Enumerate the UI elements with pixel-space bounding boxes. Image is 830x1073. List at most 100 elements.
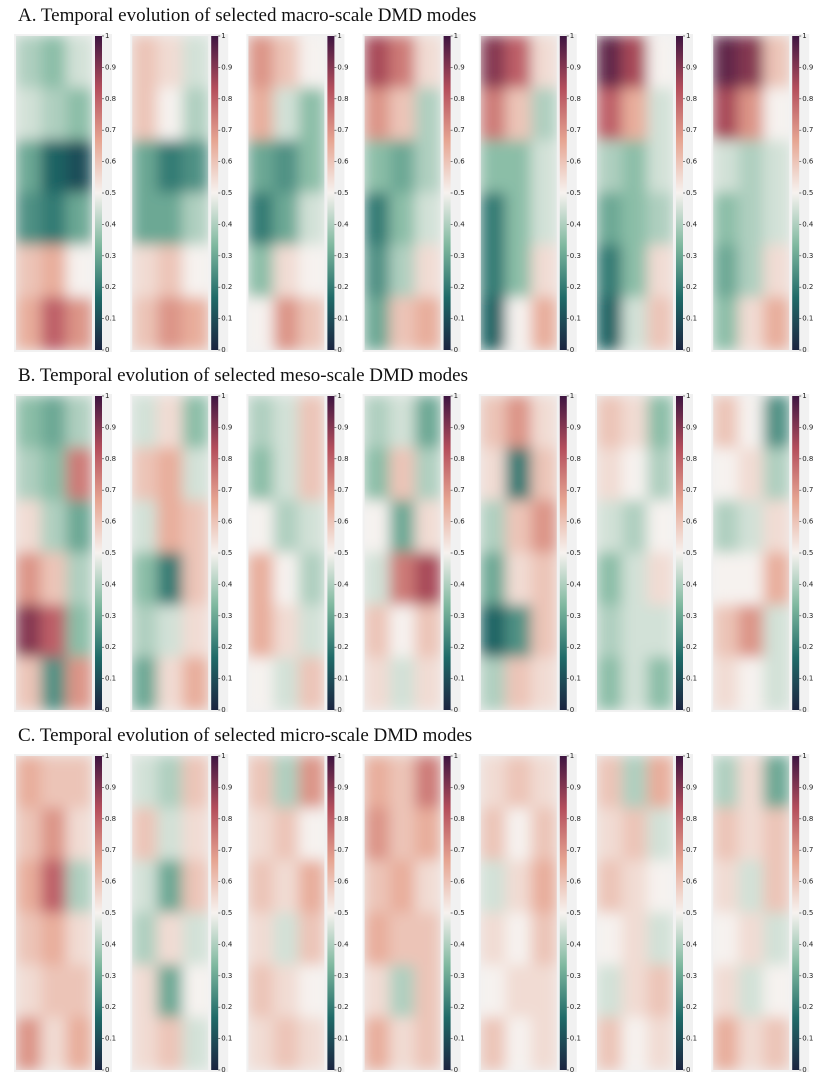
heatmap-cell — [763, 807, 790, 862]
colorbar-tick-label: 0.1 — [105, 675, 116, 683]
colorbar-tick-label: 0.2 — [105, 1003, 116, 1011]
colorbar-tick-label: 0.7 — [570, 486, 581, 494]
heatmap-cell — [505, 36, 532, 89]
colorbar-tick-label: 0 — [454, 1066, 458, 1073]
heatmap-cell — [248, 964, 275, 1019]
colorbar-tick-label: 0 — [221, 1066, 225, 1073]
heatmap-cell — [157, 912, 184, 966]
heatmap-cell — [621, 657, 649, 710]
heatmap-cell — [16, 192, 42, 246]
heatmap-cell — [505, 396, 532, 449]
colorbar-tick-label: 0.1 — [802, 1035, 813, 1043]
heatmap-cell — [505, 807, 532, 862]
heatmap-cell — [621, 36, 649, 89]
colorbar-tick-label: 0 — [686, 346, 690, 354]
colorbar-tick-label: 0.3 — [337, 972, 348, 980]
heatmap-cell — [182, 860, 209, 914]
colorbar-tick-label: 0.4 — [337, 940, 349, 948]
colorbar-tick-label: 0.7 — [337, 126, 348, 134]
colorbar-tick-label: 0.2 — [570, 643, 581, 651]
heatmap-cell — [505, 1017, 532, 1070]
heatmap-cell — [66, 87, 92, 142]
colorbar-tick-label: 0.3 — [570, 972, 581, 980]
colorbar-tick-label: 0.7 — [221, 486, 232, 494]
heatmap-cell — [364, 860, 391, 914]
heatmap-cell — [713, 604, 740, 659]
colorbar-tick-label: 0.8 — [570, 95, 581, 103]
heatmap-cell — [132, 1017, 159, 1070]
heatmap-cell — [738, 297, 765, 350]
colorbar-tick-label: 1 — [454, 32, 458, 40]
heatmap-cell — [647, 964, 673, 1019]
heatmap-cell — [157, 860, 184, 914]
colorbar — [676, 396, 683, 710]
heatmap-cell — [40, 964, 68, 1019]
colorbar-tick-label: 0.2 — [570, 1003, 581, 1011]
colorbar-tick-label: 0.3 — [686, 252, 697, 260]
colorbar-tick-label: 0.1 — [105, 315, 116, 323]
heatmap-cell — [132, 87, 159, 142]
colorbar-tick-label: 0.9 — [221, 783, 232, 791]
heatmap-cell — [480, 36, 507, 89]
heatmap-cell — [182, 756, 209, 809]
heatmap-cell — [248, 500, 275, 554]
colorbar-tick-label: 0.3 — [105, 252, 116, 260]
colorbar-tick-label: 0 — [105, 1066, 109, 1073]
colorbar-tick-label: 0.7 — [105, 486, 116, 494]
colorbar-tick-label: 0 — [802, 706, 806, 714]
heatmap-cells — [364, 396, 441, 710]
colorbar-tick-label: 0.1 — [221, 675, 232, 683]
colorbar-tick-label: 0.4 — [105, 940, 117, 948]
heatmap-cell — [597, 604, 623, 659]
colorbar — [95, 396, 102, 710]
colorbar-tick-label: 0.3 — [221, 252, 232, 260]
colorbar — [559, 36, 567, 350]
heatmap-cells — [713, 756, 790, 1070]
heatmap-cell — [530, 1017, 557, 1070]
colorbar — [443, 756, 451, 1070]
colorbar-tick-label: 0.1 — [221, 315, 232, 323]
colorbar-tick-label: 0.2 — [337, 643, 348, 651]
colorbar-tick-label: 0.8 — [454, 815, 465, 823]
colorbar-tick-label: 0.9 — [221, 63, 232, 71]
heatmap — [16, 396, 92, 710]
heatmap-cell — [414, 552, 441, 606]
heatmap-cell — [597, 244, 623, 299]
colorbar-tick-label: 0.1 — [105, 1035, 116, 1043]
heatmap-cell — [389, 297, 416, 350]
heatmap-cell — [713, 657, 740, 710]
heatmap-cell — [530, 297, 557, 350]
colorbar-tick-label: 0.5 — [221, 189, 232, 197]
heatmap-cell — [364, 756, 391, 809]
heatmap-cell — [389, 1017, 416, 1070]
colorbar-tick-label: 0.2 — [105, 643, 116, 651]
heatmap-cell — [647, 552, 673, 606]
heatmap-cell — [298, 447, 325, 502]
heatmap-cell — [713, 396, 740, 449]
heatmap — [364, 756, 441, 1070]
colorbar-tick-label: 0.3 — [221, 612, 232, 620]
heatmap-cell — [132, 447, 159, 502]
heatmap-cell — [389, 36, 416, 89]
heatmap-cell — [505, 964, 532, 1019]
colorbar-tick-label: 0.2 — [802, 1003, 813, 1011]
heatmap-cell — [157, 657, 184, 710]
colorbar-tick-label: 0.6 — [570, 518, 582, 526]
colorbar-tick-label: 0.1 — [802, 315, 813, 323]
heatmap-cell — [530, 87, 557, 142]
colorbar-tick-label: 0.7 — [105, 126, 116, 134]
heatmap-cell — [364, 192, 391, 246]
colorbar-tick-label: 0.9 — [686, 783, 697, 791]
heatmap-cell — [40, 447, 68, 502]
colorbar-tick-label: 1 — [570, 392, 574, 400]
heatmap — [713, 36, 790, 350]
heatmap-cell — [763, 36, 790, 89]
heatmap-cell — [182, 447, 209, 502]
heatmap-cell — [597, 36, 623, 89]
heatmap — [597, 396, 673, 710]
colorbar-tick-label: 0.3 — [454, 972, 465, 980]
colorbar-tick-label: 0.2 — [686, 283, 697, 291]
heatmap-cell — [738, 807, 765, 862]
heatmap-cell — [16, 912, 42, 966]
colorbar-tick-label: 0 — [221, 346, 225, 354]
